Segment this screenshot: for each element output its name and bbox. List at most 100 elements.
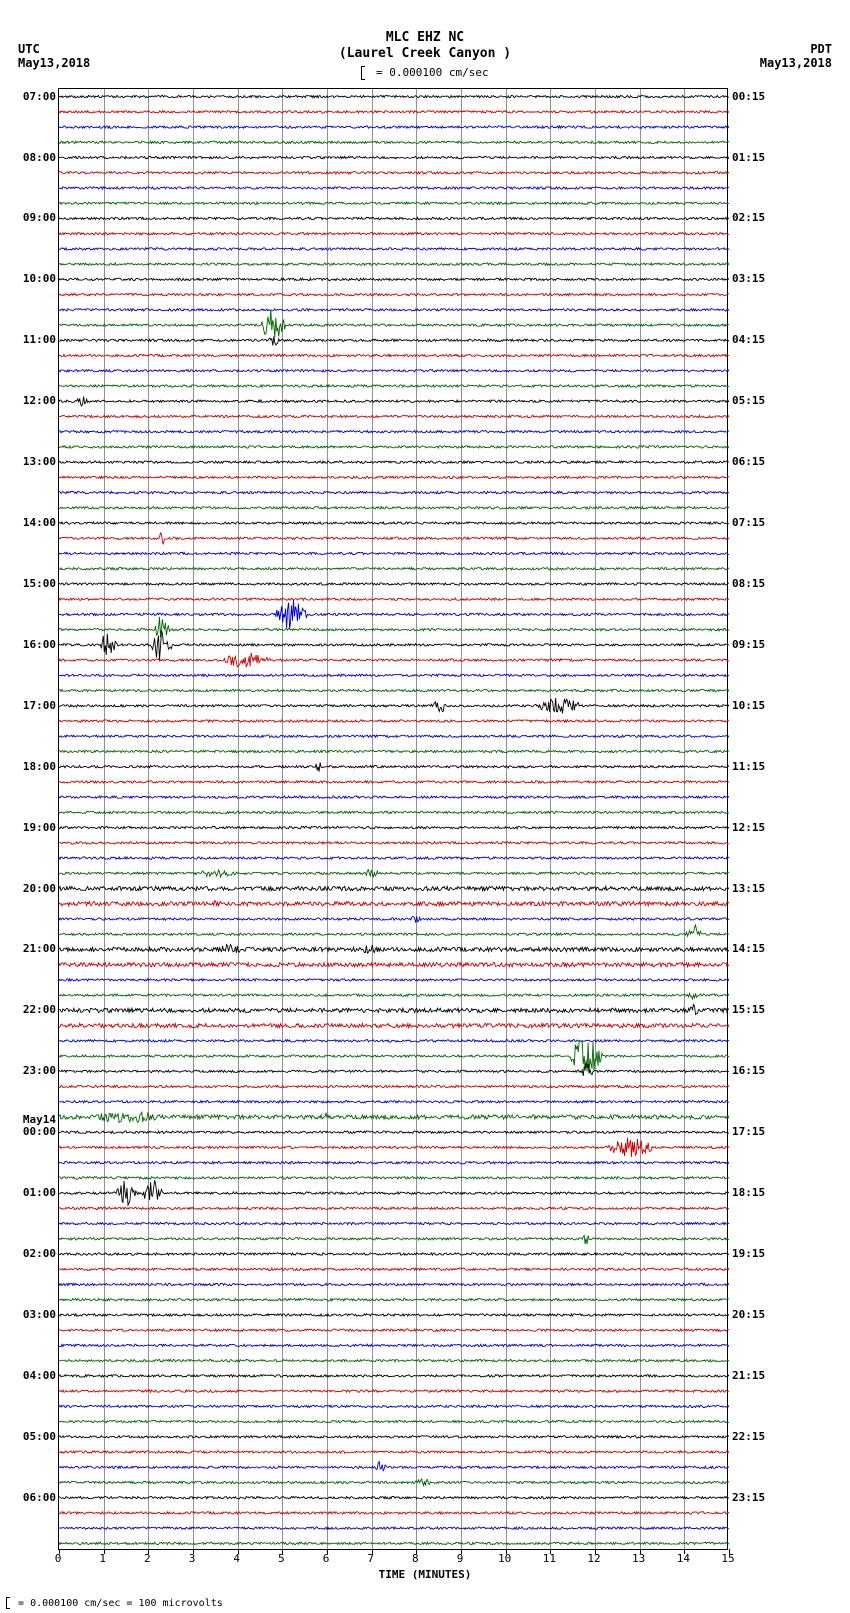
seismic-trace — [59, 698, 729, 714]
seismic-trace — [59, 1314, 729, 1316]
ylabel-right: 13:15 — [732, 882, 784, 895]
ylabel-right: 09:15 — [732, 638, 784, 651]
seismic-trace — [59, 1527, 729, 1529]
seismic-trace — [59, 1462, 729, 1471]
seismic-trace — [59, 1180, 729, 1205]
seismic-trace — [59, 1329, 729, 1331]
ylabel-left: 14:00 — [4, 516, 56, 529]
seismic-trace — [59, 1063, 729, 1076]
ylabel-left: 00:00 — [4, 1125, 56, 1138]
xlabel: 3 — [182, 1552, 202, 1565]
seismic-trace — [59, 233, 729, 235]
seismic-trace — [59, 583, 729, 585]
tz-left: UTC May13,2018 — [18, 42, 90, 70]
xlabel: 8 — [405, 1552, 425, 1565]
seismic-trace — [59, 507, 729, 509]
seismic-trace — [59, 431, 729, 433]
seismic-trace — [59, 735, 729, 737]
seismic-trace — [59, 1512, 729, 1514]
seismic-trace — [59, 385, 729, 387]
seismic-trace — [59, 141, 729, 143]
seismic-trace — [59, 631, 729, 660]
ylabel-left: 19:00 — [4, 821, 56, 834]
seismic-trace — [59, 1479, 729, 1486]
seismic-trace — [59, 796, 729, 798]
seismic-trace — [59, 1131, 729, 1133]
ylabel-left: 15:00 — [4, 577, 56, 590]
seismic-trace — [59, 811, 729, 813]
ylabel-left: 11:00 — [4, 333, 56, 346]
ylabel-left: 18:00 — [4, 760, 56, 773]
ylabel-left: 03:00 — [4, 1308, 56, 1321]
ylabel-right: 10:15 — [732, 699, 784, 712]
scale-indicator: = 0.000100 cm/sec — [0, 66, 850, 80]
tz-right-date: May13,2018 — [760, 56, 832, 70]
seismic-trace — [59, 750, 729, 752]
xlabel: 7 — [361, 1552, 381, 1565]
ylabel-right: 18:15 — [732, 1186, 784, 1199]
ylabel-left: 12:00 — [4, 394, 56, 407]
seismic-trace — [59, 963, 729, 967]
seismic-trace — [59, 1040, 729, 1042]
ylabel-right: 22:15 — [732, 1430, 784, 1443]
station-location: (Laurel Creek Canyon ) — [0, 46, 850, 61]
xlabel: 10 — [495, 1552, 515, 1565]
ylabel-right: 15:15 — [732, 1003, 784, 1016]
seismic-trace — [59, 1497, 729, 1499]
ylabel-right: 21:15 — [732, 1369, 784, 1382]
seismic-trace — [59, 1138, 729, 1157]
ylabel-right: 02:15 — [732, 211, 784, 224]
ylabel-right: 17:15 — [732, 1125, 784, 1138]
seismic-trace — [59, 781, 729, 783]
seismic-trace — [59, 278, 729, 280]
ylabel-left: 02:00 — [4, 1247, 56, 1260]
ylabel-right: 12:15 — [732, 821, 784, 834]
seismic-trace — [59, 248, 729, 250]
scale-text: = 0.000100 cm/sec — [376, 66, 489, 79]
seismic-trace — [59, 674, 729, 676]
ylabel-right: 07:15 — [732, 516, 784, 529]
xlabel: 11 — [539, 1552, 559, 1565]
ylabel-left: 07:00 — [4, 90, 56, 103]
seismic-trace — [59, 1041, 729, 1073]
xlabel: 1 — [93, 1552, 113, 1565]
seismic-trace — [59, 979, 729, 981]
ylabel-left: 06:00 — [4, 1491, 56, 1504]
ylabel-right: 06:15 — [732, 455, 784, 468]
seismic-trace — [59, 1112, 729, 1122]
seismic-trace — [59, 293, 729, 295]
station-title: MLC EHZ NC — [0, 30, 850, 45]
ylabel-right: 11:15 — [732, 760, 784, 773]
ylabel-left: 23:00 — [4, 1064, 56, 1077]
seismic-trace — [59, 916, 729, 922]
ylabel-right: 08:15 — [732, 577, 784, 590]
seismic-trace — [59, 857, 729, 859]
xlabel: 2 — [137, 1552, 157, 1565]
seismic-trace — [59, 1101, 729, 1103]
seismic-trace — [59, 522, 729, 524]
seismic-trace — [59, 187, 729, 189]
ylabel-left: 10:00 — [4, 272, 56, 285]
xlabel: 0 — [48, 1552, 68, 1565]
seismic-trace — [59, 826, 729, 828]
seismic-trace — [59, 461, 729, 463]
seismic-trace — [59, 1162, 729, 1164]
seismic-trace — [59, 1436, 729, 1438]
seismic-trace — [59, 111, 729, 113]
seismic-trace — [59, 945, 729, 954]
seismic-trace — [59, 568, 729, 570]
seismic-trace — [59, 886, 729, 890]
ylabel-right: 03:15 — [732, 272, 784, 285]
seismic-trace — [59, 1542, 729, 1544]
ylabel-left: 21:00 — [4, 942, 56, 955]
seismic-trace — [59, 1283, 729, 1285]
seismic-trace — [59, 1023, 729, 1027]
xlabel: 9 — [450, 1552, 470, 1565]
helicorder-plot — [58, 88, 728, 1550]
ylabel-left: 20:00 — [4, 882, 56, 895]
seismic-trace — [59, 446, 729, 448]
seismic-trace — [59, 1390, 729, 1392]
seismic-trace — [59, 533, 729, 544]
seismic-trace — [59, 309, 729, 311]
footer-scale-bar-icon — [6, 1597, 10, 1609]
